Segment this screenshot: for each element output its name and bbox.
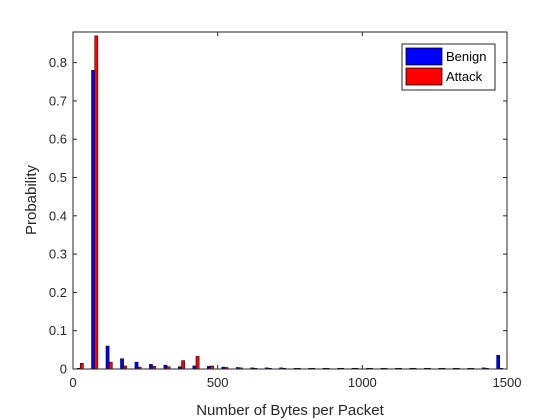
legend: Benign Attack — [401, 43, 496, 91]
bar-attack-1 — [94, 35, 99, 370]
bar-benign-5 — [149, 364, 153, 370]
y-tick-label: 0.5 — [49, 170, 67, 185]
x-tick-label: 0 — [69, 375, 76, 390]
y-tick-label: 0.4 — [49, 208, 67, 223]
bar-benign-3 — [120, 358, 124, 370]
x-tick-label: 500 — [207, 375, 229, 390]
bar-benign-2 — [105, 345, 110, 370]
bar-benign-4 — [134, 361, 139, 370]
x-axis-title: Number of Bytes per Packet — [196, 402, 384, 419]
y-tick-label: 0 — [60, 362, 67, 377]
axes-box — [72, 31, 508, 370]
bar-benign-29 — [496, 354, 501, 370]
bar-attack-8 — [195, 356, 200, 370]
x-tick-label: 1000 — [348, 375, 377, 390]
y-tick-label: 0.8 — [49, 55, 67, 70]
bar-benign-6 — [163, 364, 168, 370]
y-tick-label: 0.7 — [49, 93, 67, 108]
legend-label-benign: Benign — [446, 49, 486, 64]
y-tick-label: 0.3 — [49, 247, 67, 262]
y-tick-label: 0.6 — [49, 132, 67, 147]
ticks-group: 0 500 1000 1500 0 0.1 0.2 0.3 0.4 0.5 0.6 0.7 0.8 — [49, 32, 522, 390]
legend-label-attack: Attack — [446, 69, 483, 84]
y-axis-title: Probability — [23, 164, 40, 235]
bar-attack-2 — [108, 361, 113, 370]
y-tick-label: 0.2 — [49, 285, 67, 300]
bar-benign-1 — [91, 70, 95, 370]
legend-swatch-attack — [405, 67, 443, 86]
bar-attack-7 — [181, 360, 185, 370]
x-tick-label: 1500 — [493, 375, 522, 390]
legend-swatch-benign — [405, 47, 443, 66]
y-tick-label: 0.1 — [49, 323, 67, 338]
bar-attack-0 — [79, 363, 84, 370]
